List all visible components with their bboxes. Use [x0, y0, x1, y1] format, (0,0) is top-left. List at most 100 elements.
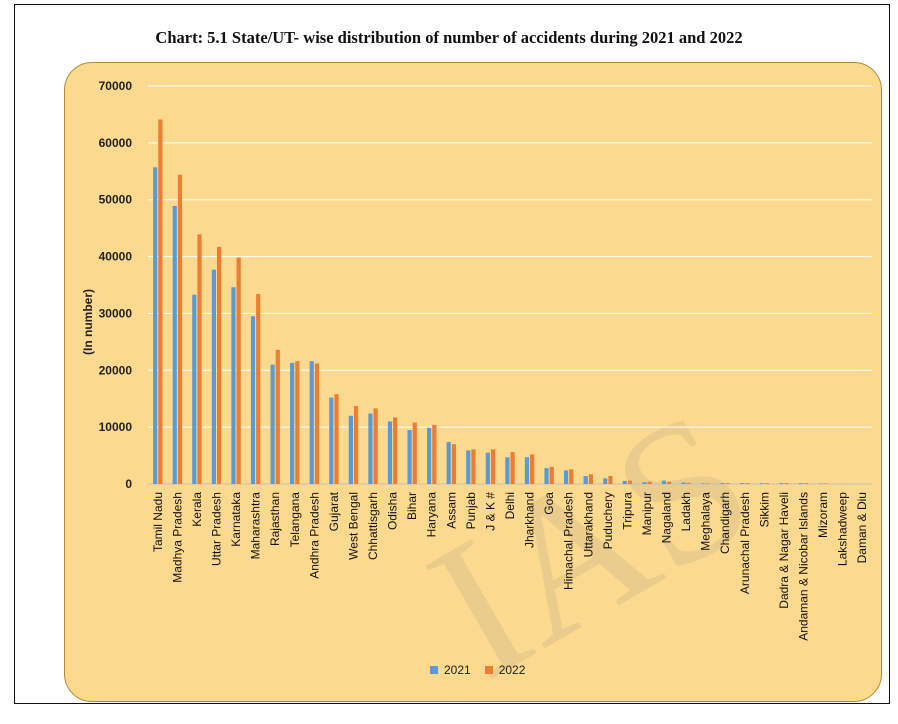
x-tick-label: Meghalaya — [699, 492, 713, 551]
bar-2022 — [687, 483, 691, 484]
bar-2022 — [197, 234, 201, 484]
bar-2022 — [628, 481, 632, 484]
x-tick-label: Karnataka — [229, 492, 243, 547]
bar-2021 — [642, 482, 646, 484]
bar-2022 — [315, 363, 319, 484]
y-tick-label: 20000 — [99, 363, 133, 377]
x-tick-label: Ladakh — [679, 492, 693, 531]
x-tick-label: Andhra Pradesh — [307, 492, 321, 579]
x-tick-label: Arunachal Pradesh — [738, 492, 752, 594]
x-tick-label: Maharashtra — [249, 492, 263, 560]
bar-2022 — [491, 449, 495, 484]
bar-2022 — [217, 247, 221, 484]
bar-2022 — [647, 482, 651, 484]
bar-2022 — [706, 483, 710, 484]
x-tick-label: Mizoram — [816, 492, 830, 538]
bar-2021 — [505, 457, 509, 484]
bar-2021 — [486, 453, 490, 484]
bar-2021 — [212, 270, 216, 484]
bar-2022 — [804, 483, 808, 484]
bar-2022 — [256, 294, 260, 484]
bar-2021 — [466, 450, 470, 484]
x-tick-label: Himachal Pradesh — [562, 492, 576, 590]
bar-2021 — [368, 413, 372, 484]
bar-2021 — [270, 365, 274, 484]
legend: 2021 2022 — [430, 663, 525, 677]
bar-2022 — [276, 350, 280, 484]
bar-2021 — [623, 481, 627, 484]
bar-2022 — [530, 454, 534, 484]
bar-2021 — [192, 295, 196, 484]
x-tick-label: Manipur — [640, 492, 654, 535]
bar-2021 — [662, 481, 666, 484]
bar-2021 — [251, 316, 255, 484]
x-tick-label: Delhi — [503, 492, 517, 519]
x-tick-label: Assam — [444, 492, 458, 529]
bar-2021 — [329, 398, 333, 484]
bar-2021 — [779, 483, 783, 484]
x-tick-label: Telangana — [288, 492, 302, 548]
legend-label-2021: 2021 — [444, 663, 471, 677]
legend-swatch-2022 — [485, 666, 493, 674]
y-tick-label: 70000 — [99, 79, 133, 93]
bar-2022 — [295, 361, 299, 484]
bar-2021 — [427, 428, 431, 484]
bar-2022 — [354, 406, 358, 484]
bar-2022 — [471, 449, 475, 484]
x-tick-label: Goa — [542, 492, 556, 515]
x-tick-label: Chandigarh — [718, 492, 732, 554]
y-axis-label: (In number) — [81, 289, 95, 355]
bar-2021 — [388, 421, 392, 484]
x-tick-label: Kerala — [190, 492, 204, 527]
bar-2022 — [452, 444, 456, 484]
bar-2022 — [413, 423, 417, 484]
x-tick-label: Andaman & Nicobar Islands — [797, 492, 811, 641]
bar-2021 — [799, 483, 803, 484]
y-tick-label: 50000 — [99, 193, 133, 207]
x-tick-label: Daman & Diu — [855, 492, 869, 563]
x-tick-label: Bihar — [405, 492, 419, 520]
x-tick-label: Gujarat — [327, 491, 341, 531]
x-tick-label: Sikkim — [757, 492, 771, 527]
bar-2022 — [393, 417, 397, 484]
bar-2022 — [745, 483, 749, 484]
legend-label-2022: 2022 — [499, 663, 526, 677]
bar-2022 — [334, 394, 338, 484]
bar-2022 — [374, 408, 378, 484]
x-tick-label: Odisha — [386, 492, 400, 530]
bar-2022 — [608, 476, 612, 484]
bar-2021 — [407, 430, 411, 484]
bar-2021 — [447, 442, 451, 484]
x-tick-label: West Bengal — [346, 492, 360, 560]
y-tick-label: 0 — [125, 477, 132, 491]
x-tick-label: Jharkhand — [523, 492, 537, 548]
bar-2021 — [231, 287, 235, 484]
bar-2021 — [173, 206, 177, 484]
bar-2021 — [544, 468, 548, 484]
x-tick-label: Tamil Nadu — [151, 492, 165, 552]
bar-2022 — [237, 258, 241, 484]
bar-2022 — [511, 452, 515, 484]
x-tick-label: Punjab — [464, 492, 478, 530]
bar-2022 — [569, 469, 573, 484]
y-tick-label: 40000 — [99, 250, 133, 264]
x-tick-label: Rajasthan — [268, 492, 282, 546]
bar-2022 — [726, 483, 730, 484]
y-tick-label: 10000 — [99, 420, 133, 434]
x-tick-label: Uttarakhand — [581, 492, 595, 557]
bars — [153, 120, 847, 484]
legend-swatch-2021 — [430, 666, 438, 674]
bar-2021 — [701, 483, 705, 484]
x-tick-label: Chhattisgarh — [366, 492, 380, 560]
bar-2021 — [584, 476, 588, 484]
bar-2021 — [760, 483, 764, 484]
y-tick-label: 30000 — [99, 306, 133, 320]
bar-2021 — [564, 470, 568, 484]
bar-2022 — [158, 120, 162, 484]
bar-2021 — [603, 478, 607, 484]
x-tick-label: Puduchery — [601, 492, 615, 549]
bar-2021 — [349, 416, 353, 484]
bar-2021 — [681, 483, 685, 484]
